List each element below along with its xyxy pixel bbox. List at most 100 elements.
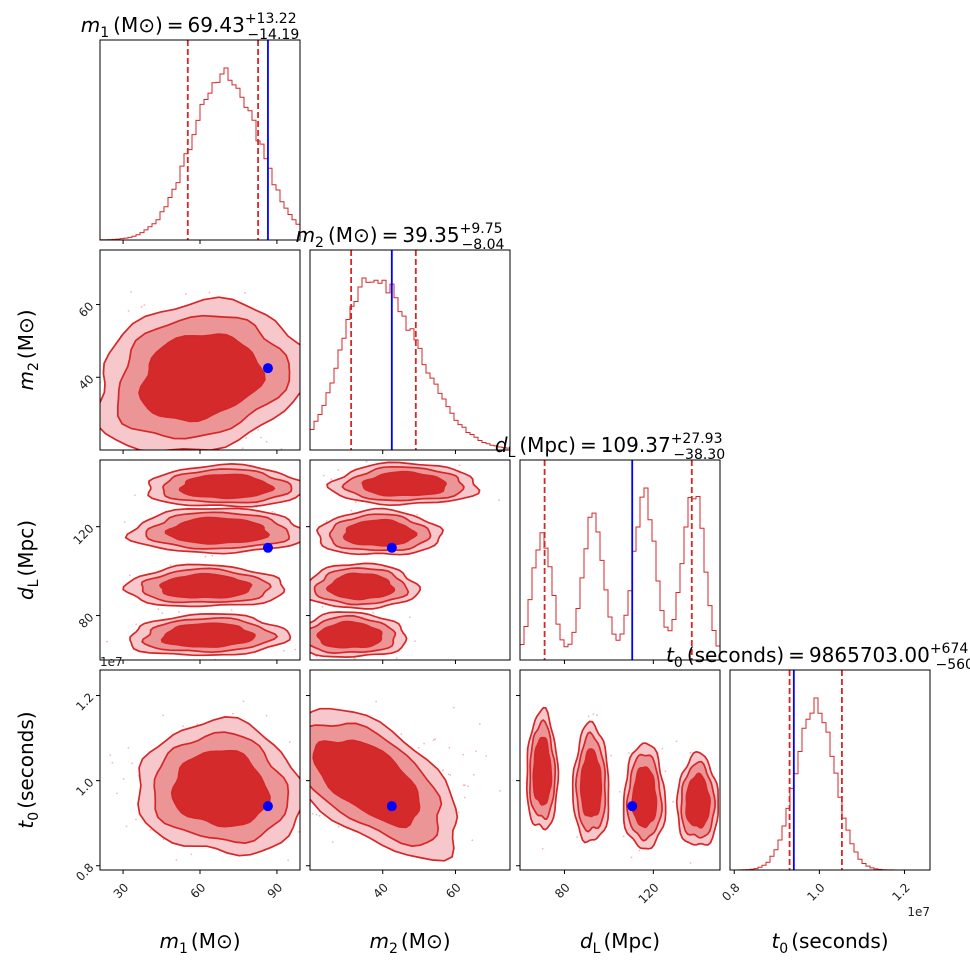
- scatter-point: [92, 394, 94, 396]
- title-plus: +674: [930, 641, 969, 657]
- scatter-point: [315, 813, 318, 816]
- x-tick-label: 1.2: [889, 880, 912, 903]
- scatter-point: [149, 829, 152, 831]
- scatter-point: [325, 520, 328, 522]
- scatter-point: [128, 574, 131, 577]
- scatter-point: [135, 818, 137, 821]
- scatter-point: [311, 812, 314, 815]
- scatter-point: [92, 375, 94, 377]
- axis-symbol: d: [580, 929, 593, 953]
- scatter-point: [300, 773, 302, 775]
- x-axis-label-m2: m2 (M⊙): [369, 929, 450, 957]
- scatter-point: [395, 657, 398, 660]
- title-minus: −14.19: [247, 27, 299, 43]
- scatter-point: [175, 859, 178, 861]
- title-equals: =: [382, 223, 399, 247]
- title-equals: =: [167, 13, 184, 37]
- scatter-point: [303, 774, 305, 776]
- title-symbol: t: [666, 643, 675, 667]
- pair-panel-t0_m2: 40 60: [291, 669, 511, 901]
- scatter-point: [689, 862, 692, 864]
- scatter-point: [308, 480, 310, 482]
- scatter-point: [291, 759, 293, 761]
- scatter-point: [249, 462, 251, 464]
- title-plus: +27.93: [671, 431, 723, 447]
- density-area: [291, 700, 501, 883]
- histogram-area: [310, 250, 510, 450]
- scatter-point: [185, 293, 187, 295]
- scatter-point: [86, 323, 88, 325]
- scatter-point: [541, 847, 544, 850]
- contour-region: [316, 620, 383, 649]
- x-tick-label: 30: [111, 880, 132, 901]
- axis-subscript: 0: [26, 812, 42, 821]
- histogram-dL: [520, 487, 720, 660]
- scatter-point: [622, 835, 625, 838]
- scatter-point: [365, 460, 368, 463]
- scatter-point: [587, 715, 590, 718]
- scatter-point: [260, 436, 262, 439]
- contour-region: [178, 473, 276, 500]
- x-tick-label: 1.0: [804, 880, 827, 903]
- axis-unit: (M⊙): [191, 929, 241, 953]
- scatter-point: [111, 761, 114, 764]
- scatter-point: [301, 808, 303, 810]
- scatter-point: [303, 624, 305, 626]
- scatter-point: [301, 549, 303, 551]
- title-subscript: L: [508, 445, 516, 461]
- scatter-point: [190, 853, 193, 856]
- scatter-point: [257, 429, 260, 431]
- x-axis-label-dL: dL (Mpc): [580, 929, 660, 957]
- scatter-point: [131, 762, 134, 765]
- scatter-point: [630, 856, 633, 859]
- scatter-point: [81, 361, 83, 363]
- title-minus: −38.30: [673, 447, 725, 463]
- y-tick-label: 80: [76, 610, 97, 631]
- truth-point: [262, 542, 273, 553]
- y-offset-label: 1e7: [100, 655, 123, 669]
- contour-inner: [159, 473, 276, 648]
- scatter-point: [672, 800, 674, 803]
- scatter-point: [661, 747, 664, 750]
- scatter-point: [471, 839, 474, 842]
- scatter-point: [157, 608, 160, 610]
- scatter-point: [421, 881, 423, 883]
- density-area: [109, 700, 308, 862]
- scatter-point: [434, 738, 436, 741]
- contour-region: [164, 516, 271, 545]
- truth-point: [262, 363, 273, 374]
- title-unit: (M⊙): [113, 13, 163, 37]
- histogram-area: [100, 40, 300, 240]
- panel-title-m1: m1 (M⊙) = 69.43+13.22 −14.19: [81, 11, 299, 43]
- scatter-point: [287, 859, 289, 862]
- scatter-point: [441, 769, 444, 772]
- contour-region: [325, 572, 396, 601]
- title-unit: (Mpc): [519, 433, 576, 457]
- panel-frame: [519, 459, 721, 661]
- scatter-point: [315, 655, 318, 658]
- scatter-point: [301, 793, 303, 795]
- scatter-point: [618, 791, 621, 793]
- scatter-point: [312, 418, 314, 420]
- density-area: [81, 291, 321, 464]
- scatter-point: [204, 555, 207, 558]
- pair-panel-t0_dL: 80 120: [516, 669, 721, 907]
- scatter-point: [116, 792, 118, 795]
- scatter-point: [462, 753, 465, 756]
- title-text: t0 (seconds) = 9865703.00+674 −560: [666, 641, 970, 673]
- diag-panel-dL: dL (Mpc) = 109.37+27.93 −38.30: [495, 431, 725, 664]
- scatter-point: [265, 440, 268, 443]
- axis-subscript: 1: [179, 941, 188, 957]
- pair-panel-dL_m2: [301, 459, 511, 664]
- scatter-point: [304, 754, 306, 756]
- axis-subscript: L: [593, 941, 601, 957]
- contour-region: [579, 748, 603, 818]
- histogram-t0: [730, 697, 930, 870]
- axis-symbol: t: [771, 929, 780, 953]
- scatter-point: [293, 763, 295, 765]
- histogram-area: [730, 670, 930, 870]
- title-median: 109.37: [601, 433, 671, 457]
- scatter-point: [319, 320, 321, 322]
- scatter-point: [306, 839, 308, 841]
- axis-subscript: L: [26, 579, 42, 587]
